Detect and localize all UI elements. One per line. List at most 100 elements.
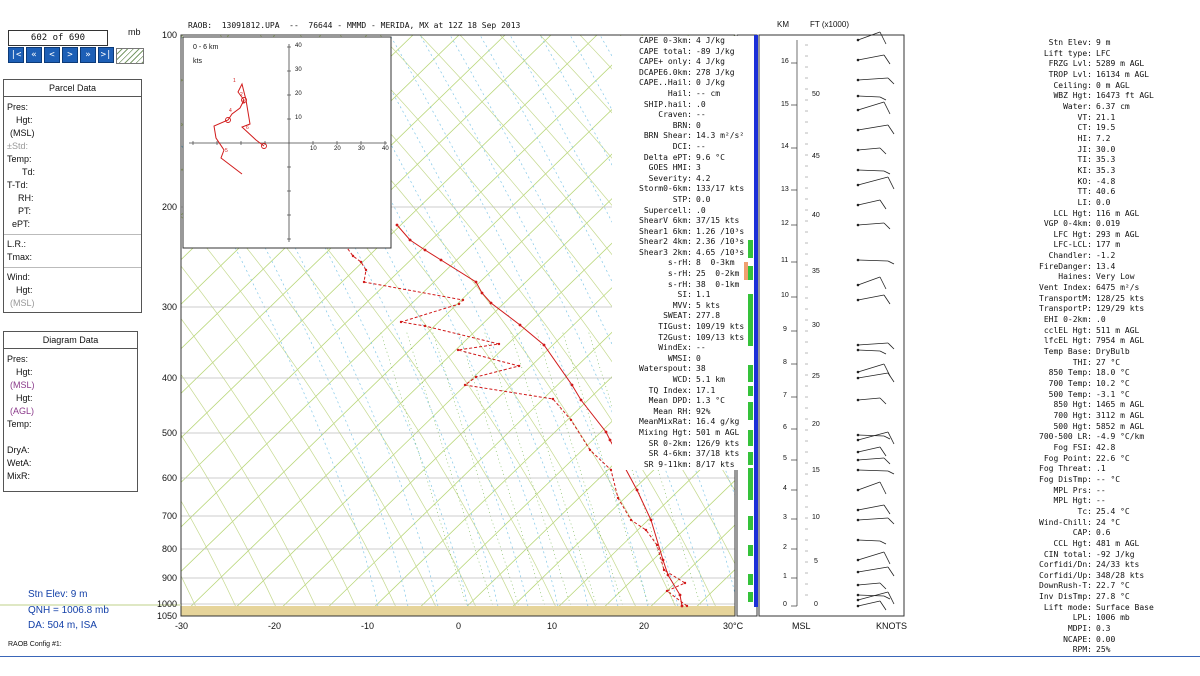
parcel-pt-label: PT: bbox=[18, 206, 32, 216]
param-row: CIN total: -92 J/kg bbox=[1010, 550, 1154, 561]
param-value: 7.2 bbox=[1096, 133, 1111, 143]
parcel-t-td-label: T-Td: bbox=[7, 180, 29, 190]
temp-label-0: 0 bbox=[456, 621, 462, 631]
index-key: ShearV 6km: bbox=[639, 216, 692, 226]
cloud-layer-bar bbox=[748, 430, 753, 446]
index-value: -- bbox=[696, 343, 706, 353]
temperature-point bbox=[649, 518, 653, 522]
wind-barb-flag bbox=[887, 77, 895, 85]
param-value: LFC bbox=[1096, 48, 1111, 58]
param-row: Temp Base: DryBulb bbox=[1010, 347, 1154, 358]
index-value: 4.2 bbox=[696, 173, 711, 183]
param-value: 21.1 bbox=[1096, 112, 1116, 122]
first-record-button[interactable]: |< bbox=[8, 47, 24, 63]
index-key: BRN: bbox=[672, 120, 692, 130]
parcel-lr-label: L.R.: bbox=[7, 239, 27, 249]
dry-adiabat-line bbox=[181, 215, 441, 616]
index-row: SR 0-2km: 126/9 kts bbox=[612, 439, 744, 450]
index-key: s-rH: bbox=[667, 269, 692, 279]
param-value: 6475 m²/s bbox=[1096, 283, 1140, 293]
param-value: 116 m AGL bbox=[1096, 208, 1140, 218]
temperature-point bbox=[635, 488, 639, 492]
index-key: MVV: bbox=[672, 300, 692, 310]
param-value: -92 J/kg bbox=[1096, 549, 1135, 559]
param-key: LPL: bbox=[1072, 613, 1092, 623]
index-row: Waterspout: 38 bbox=[612, 364, 744, 375]
wind-barb-flag bbox=[879, 582, 887, 590]
fast-forward-button[interactable]: » bbox=[80, 47, 96, 63]
param-key: LFC-LCL: bbox=[1053, 240, 1092, 250]
temperature-point bbox=[579, 398, 583, 402]
temp-label-20: 20 bbox=[639, 621, 650, 631]
wind-barb-shaft bbox=[857, 259, 889, 262]
wind-barb-flag bbox=[883, 595, 891, 600]
index-key: WCD: bbox=[672, 375, 692, 384]
index-key: STP: bbox=[672, 194, 692, 204]
next-record-button[interactable]: > bbox=[62, 47, 78, 63]
param-value: 30.0 bbox=[1096, 144, 1116, 154]
param-row: EHI 0-2km: .0 bbox=[1010, 315, 1154, 326]
param-row: CCL Hgt: 481 m AGL bbox=[1010, 539, 1154, 550]
ft-tick-20: 20 bbox=[812, 421, 820, 428]
index-key: TIGust: bbox=[658, 322, 692, 332]
wind-barb-flag bbox=[879, 147, 887, 155]
pressure-label-200: 200 bbox=[162, 202, 178, 212]
param-row: Lift mode: Surface Base bbox=[1010, 603, 1154, 614]
wind-barb-flag bbox=[879, 276, 887, 290]
index-value: 133/17 kts bbox=[696, 184, 745, 194]
param-value: 1006 mb bbox=[1096, 613, 1130, 623]
wind-barb bbox=[856, 77, 895, 85]
wind-barb bbox=[856, 294, 891, 305]
param-key: CCL Hgt: bbox=[1053, 538, 1092, 548]
wind-barb-shaft bbox=[857, 147, 881, 151]
index-key: Shear1 6km: bbox=[639, 226, 692, 236]
param-row: Tc: 25.4 °C bbox=[1010, 507, 1154, 518]
pattern-swatch[interactable] bbox=[116, 48, 144, 64]
dewpoint-point bbox=[588, 448, 592, 452]
wind-barb-shaft bbox=[857, 176, 889, 186]
param-value: 27.8 °C bbox=[1096, 592, 1130, 602]
index-key: SI: bbox=[677, 290, 692, 300]
wind-barb-shaft bbox=[857, 600, 881, 607]
param-key: Water: bbox=[1063, 101, 1092, 111]
previous-record-button[interactable]: < bbox=[44, 47, 60, 63]
pressure-label-400: 400 bbox=[162, 373, 178, 383]
param-key: Lift mode: bbox=[1043, 602, 1092, 612]
wind-barb-shaft bbox=[857, 431, 889, 441]
param-row: HI: 7.2 bbox=[1010, 134, 1154, 145]
index-value: 2.36 /10³s bbox=[696, 237, 745, 247]
parcel-msl-label: (MSL) bbox=[10, 128, 35, 138]
index-row: SWEAT: 277.8 bbox=[612, 311, 744, 322]
density-altitude: DA: 504 m, ISA bbox=[28, 620, 97, 631]
wind-barb-shaft bbox=[857, 446, 881, 453]
wind-barb bbox=[856, 457, 891, 465]
wind-barb-shaft bbox=[857, 539, 881, 542]
param-key: NCAPE: bbox=[1063, 634, 1092, 644]
dewpoint-point bbox=[665, 589, 669, 593]
param-key: Haines: bbox=[1058, 272, 1092, 282]
param-value: 24 °C bbox=[1096, 517, 1121, 527]
param-row: CT: 19.5 bbox=[1010, 123, 1154, 134]
wind-barb-shaft bbox=[857, 31, 881, 41]
cloud-layer-bar bbox=[748, 240, 753, 258]
index-row: Severity: 4.2 bbox=[612, 174, 744, 185]
temperature-point bbox=[439, 258, 443, 262]
dewpoint-point bbox=[551, 397, 555, 401]
param-value: 18.0 °C bbox=[1096, 368, 1130, 378]
param-key: Corfidi/Dn: bbox=[1039, 560, 1092, 570]
param-key: FireDanger: bbox=[1039, 261, 1092, 271]
param-row: Corfidi/Dn: 24/33 kts bbox=[1010, 560, 1154, 571]
parcel-wind-label: Wind: bbox=[7, 272, 31, 282]
index-row: WCD: 5.1 km bbox=[612, 375, 744, 386]
param-value: 5289 m AGL bbox=[1096, 59, 1145, 69]
index-row: Shear1 6km: 1.26 /10³s bbox=[612, 227, 744, 238]
index-value: 38 bbox=[696, 364, 706, 374]
wind-barb-shaft bbox=[857, 457, 885, 461]
cloud-layer-bars bbox=[743, 35, 758, 607]
fast-back-button[interactable]: « bbox=[26, 47, 42, 63]
last-record-button[interactable]: >| bbox=[98, 47, 114, 63]
wind-barb bbox=[856, 363, 891, 377]
diagram-weta-label: WetA: bbox=[7, 458, 32, 468]
index-value: 5 kts bbox=[696, 300, 721, 310]
hodograph-marker bbox=[241, 97, 247, 103]
